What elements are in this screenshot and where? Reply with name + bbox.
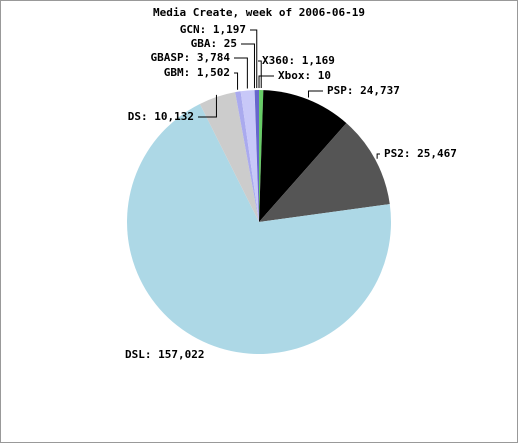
slice-label: GBA: 25 xyxy=(191,37,237,50)
slice-label: GBASP: 3,784 xyxy=(151,51,231,64)
leader-line xyxy=(376,153,380,159)
leader-line xyxy=(258,75,274,88)
pie-slice xyxy=(254,90,259,222)
pie-slice xyxy=(199,92,259,222)
leader-line xyxy=(198,94,217,118)
slice-label: PS2: 25,467 xyxy=(384,147,457,160)
leader-line xyxy=(250,29,258,89)
slice-label: PSP: 24,737 xyxy=(327,84,400,97)
slice-label: X360: 1,169 xyxy=(262,54,335,67)
leader-line xyxy=(234,57,248,89)
pie-slice xyxy=(259,90,347,223)
slice-label: DSL: 157,022 xyxy=(125,348,204,361)
chart-title: Media Create, week of 2006-06-19 xyxy=(153,6,365,19)
leader-line xyxy=(258,60,262,89)
slice-label: DS: 10,132 xyxy=(128,110,194,123)
slice-label: Xbox: 10 xyxy=(278,69,331,82)
pie-slice xyxy=(127,103,392,355)
leader-line xyxy=(241,43,255,89)
pie-slice xyxy=(259,123,390,222)
leader-line xyxy=(234,72,239,90)
slice-label: GBM: 1,502 xyxy=(164,66,230,79)
pie-slice xyxy=(240,90,259,223)
leader-line xyxy=(307,90,323,98)
slice-label: GCN: 1,197 xyxy=(180,23,246,36)
pie-slice xyxy=(254,90,259,223)
pie-slice xyxy=(259,90,264,223)
pie-slice xyxy=(235,91,259,223)
